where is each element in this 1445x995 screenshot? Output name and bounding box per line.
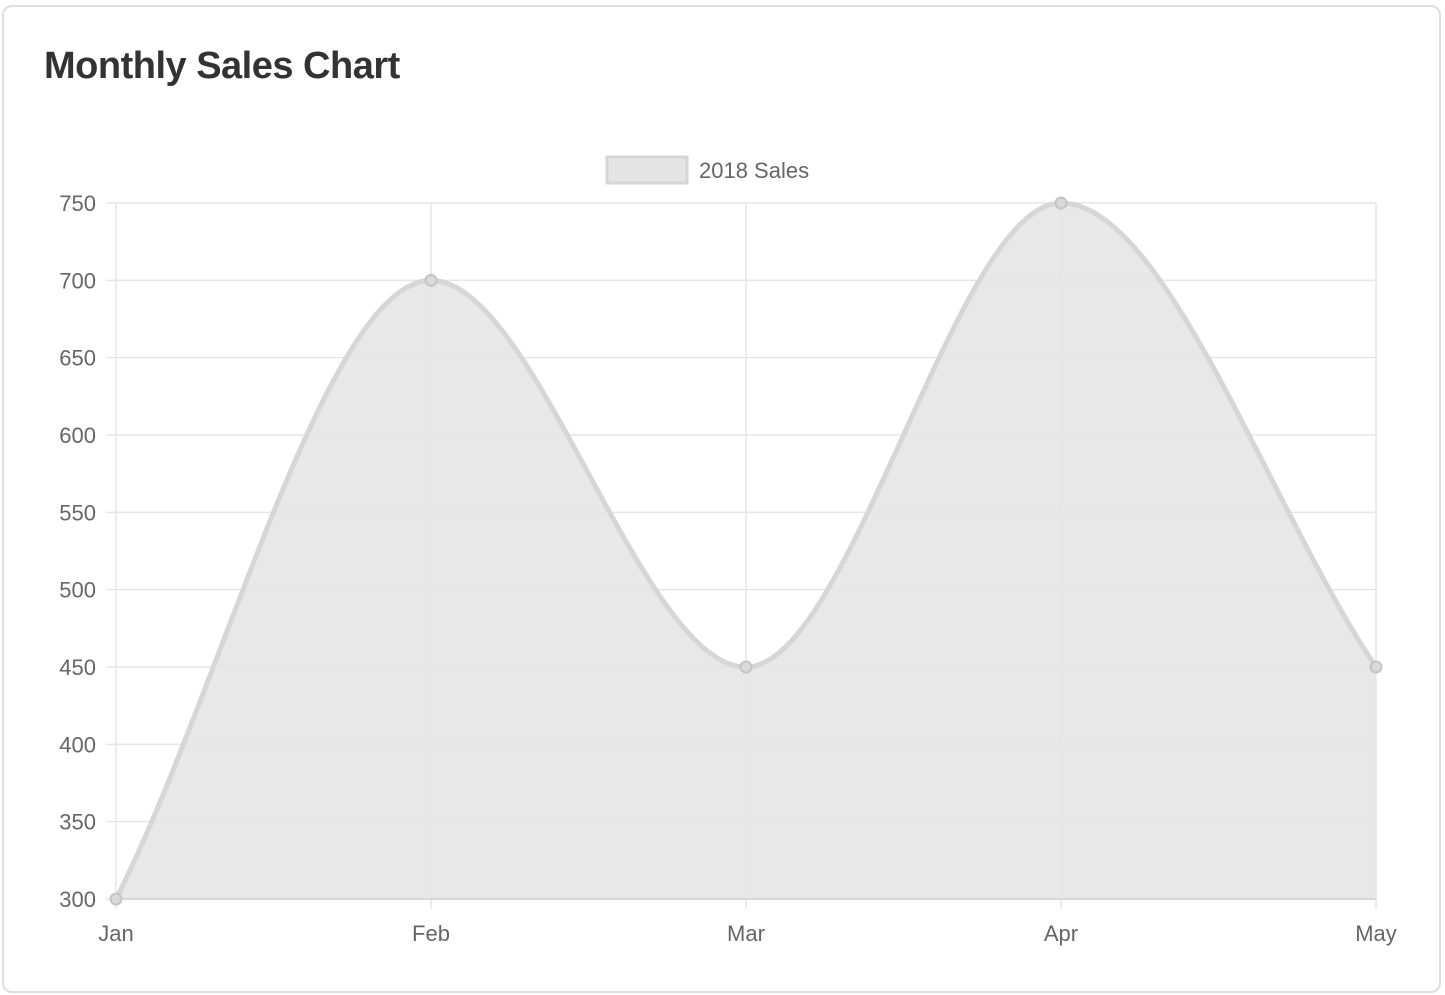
x-tick-label: May: [1355, 921, 1397, 946]
x-tick-label: Apr: [1044, 921, 1078, 946]
data-point[interactable]: [424, 273, 438, 287]
y-tick-label: 700: [59, 268, 96, 293]
y-tick-label: 600: [59, 423, 96, 448]
data-point[interactable]: [1369, 660, 1383, 674]
y-tick-label: 750: [59, 191, 96, 216]
series-area-fill: [116, 203, 1376, 899]
axes: 300 350 400 450 500 550 600 650 700 750 Jan Feb Mar A…: [59, 191, 1397, 946]
x-tick-label: Feb: [412, 921, 450, 946]
y-tick-label: 400: [59, 732, 96, 757]
y-tick-label: 350: [59, 810, 96, 835]
legend-label: 2018 Sales: [699, 158, 809, 183]
x-tick-label: Jan: [98, 921, 133, 946]
data-point[interactable]: [739, 660, 753, 674]
y-tick-label: 500: [59, 578, 96, 603]
y-tick-label: 450: [59, 655, 96, 680]
data-point[interactable]: [1054, 196, 1068, 210]
y-tick-label: 300: [59, 887, 96, 912]
legend[interactable]: 2018 Sales: [605, 155, 809, 185]
x-tick-label: Mar: [727, 921, 765, 946]
legend-swatch: [605, 155, 689, 185]
card-title: Monthly Sales Chart: [44, 45, 400, 87]
y-tick-label: 550: [59, 500, 96, 525]
y-tick-label: 650: [59, 346, 96, 371]
data-area: [109, 196, 1383, 906]
